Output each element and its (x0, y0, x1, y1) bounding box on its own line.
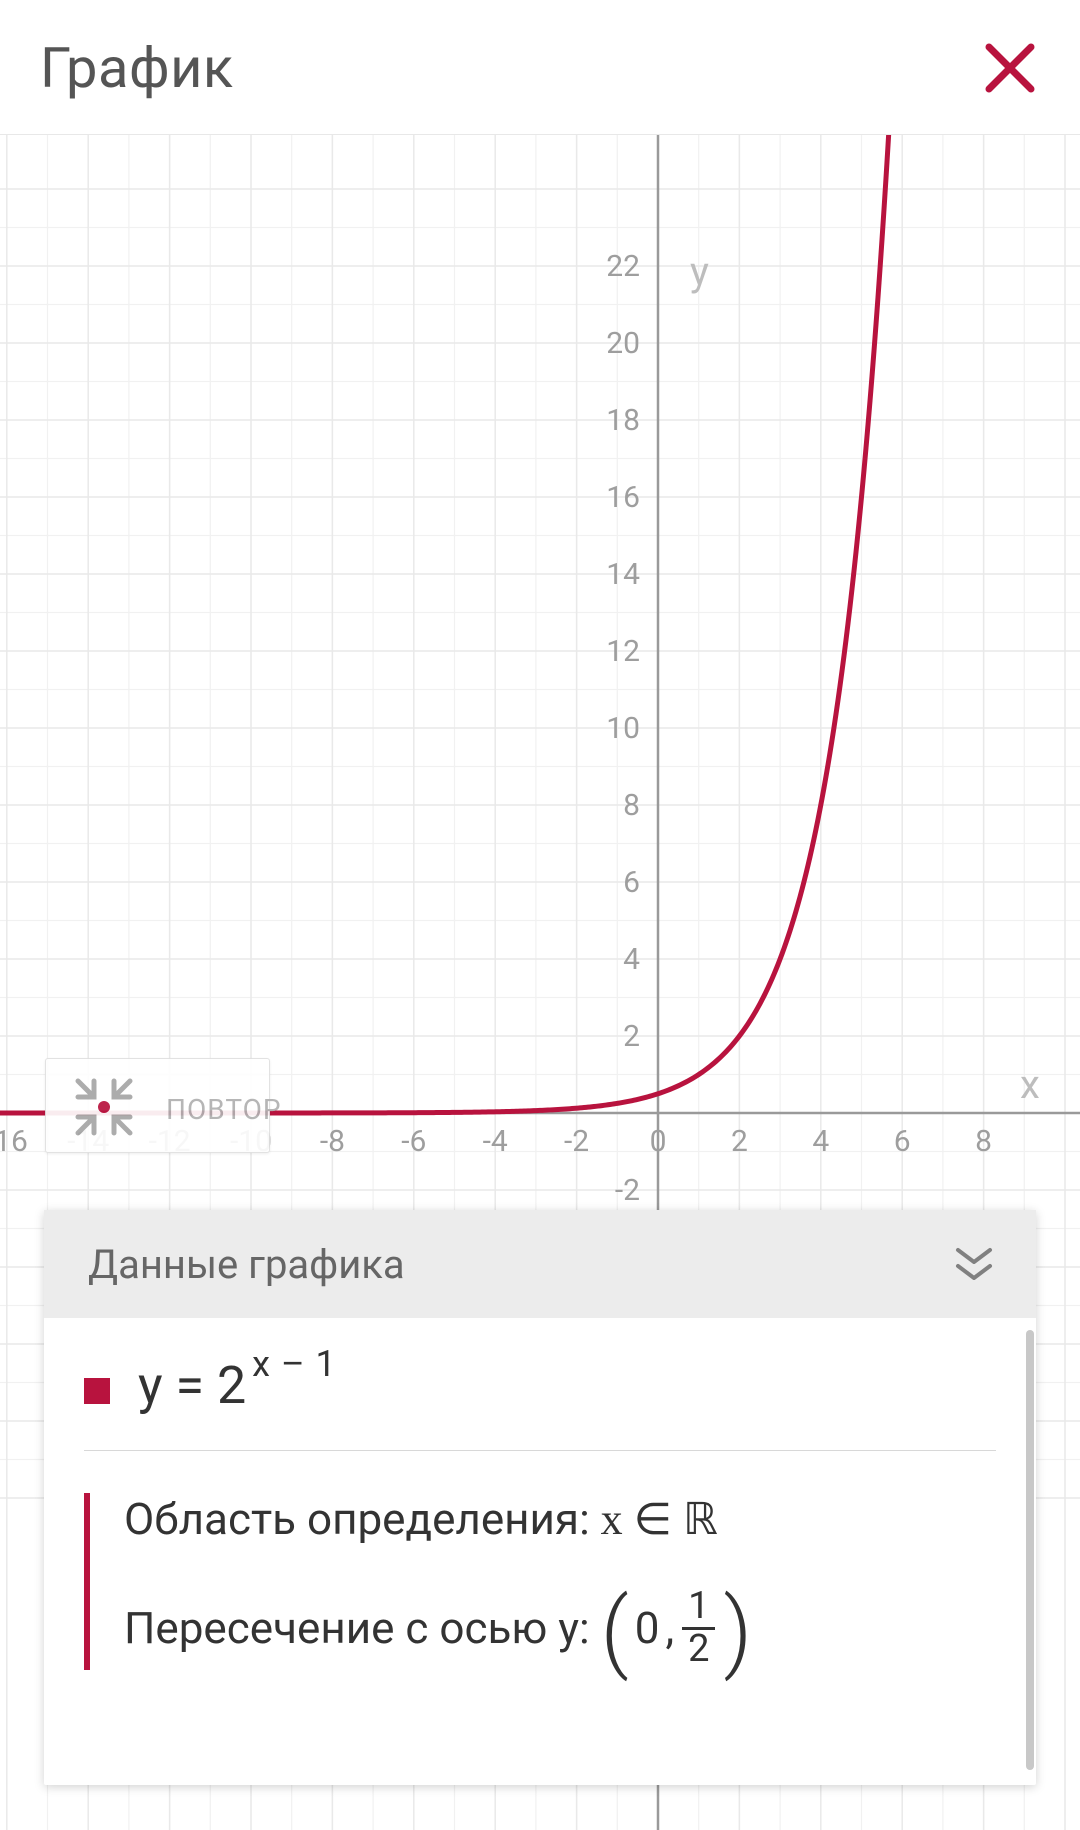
close-icon (983, 41, 1037, 95)
graph-data-panel: Данные графика y = 2 x – 1 Область опред… (44, 1210, 1036, 1785)
header-bar: График (0, 0, 1080, 135)
svg-text:0: 0 (650, 1124, 667, 1159)
svg-text:2: 2 (623, 1019, 640, 1054)
collapse-button[interactable] (952, 1242, 996, 1286)
svg-text:10: 10 (606, 711, 640, 746)
svg-text:16: 16 (606, 480, 640, 515)
recenter-dot-icon (98, 1101, 110, 1113)
open-paren: ( (601, 1606, 629, 1659)
equation-exponent: x – 1 (252, 1346, 337, 1382)
series-color-swatch (84, 1378, 110, 1404)
y-intercept-label: Пересечение с осью y: (124, 1602, 590, 1654)
y-intercept-x: 0 (635, 1602, 660, 1654)
comma: , (665, 1602, 674, 1654)
equation-base: y = 2 (138, 1360, 246, 1412)
svg-text:4: 4 (812, 1124, 829, 1159)
panel-body: y = 2 x – 1 Область определения: x ∈ ℝ П… (44, 1318, 1036, 1700)
y-axis-label: y (690, 248, 709, 295)
svg-text:20: 20 (606, 326, 640, 361)
x-axis-label: x (1020, 1061, 1040, 1108)
domain-line: Область определения: x ∈ ℝ (124, 1493, 996, 1545)
double-chevron-down-icon (952, 1242, 996, 1286)
panel-header[interactable]: Данные графика (44, 1210, 1036, 1318)
panel-scrollbar[interactable] (1026, 1330, 1034, 1770)
app-root: -16-14-12-10-8-6-4-202468-10-22468101214… (0, 0, 1080, 1830)
svg-text:-6: -6 (401, 1124, 426, 1159)
y-intercept-line: Пересечение с осью y: ( 0 , 1 2 ) (124, 1587, 996, 1670)
reset-button-label: ПОВТОР (166, 1093, 282, 1126)
reset-view-button[interactable]: ПОВТОР (45, 1058, 270, 1153)
svg-text:6: 6 (623, 865, 640, 900)
y-intercept-fraction: 1 2 (682, 1587, 715, 1670)
svg-text:-2: -2 (564, 1124, 589, 1159)
svg-text:2: 2 (731, 1124, 748, 1159)
fraction-numerator: 1 (682, 1587, 715, 1630)
svg-text:-8: -8 (320, 1124, 345, 1159)
domain-value: x ∈ ℝ (601, 1494, 718, 1545)
svg-text:18: 18 (606, 403, 640, 438)
svg-text:14: 14 (606, 557, 640, 592)
domain-label: Область определения: (124, 1493, 590, 1545)
svg-text:4: 4 (623, 942, 640, 977)
svg-text:-2: -2 (615, 1173, 640, 1208)
close-button[interactable] (980, 38, 1040, 98)
function-properties: Область определения: x ∈ ℝ Пересечение с… (84, 1493, 996, 1670)
fraction-denominator: 2 (682, 1630, 715, 1670)
svg-text:12: 12 (606, 634, 640, 669)
svg-text:8: 8 (975, 1124, 992, 1159)
svg-text:8: 8 (623, 788, 640, 823)
equation-text: y = 2 x – 1 (138, 1360, 337, 1412)
svg-text:-16: -16 (0, 1124, 28, 1159)
panel-title: Данные графика (88, 1241, 405, 1288)
svg-text:6: 6 (894, 1124, 911, 1159)
svg-text:22: 22 (606, 249, 640, 284)
equation-row: y = 2 x – 1 (84, 1360, 996, 1451)
close-paren: ) (723, 1606, 752, 1659)
svg-text:-4: -4 (483, 1124, 508, 1159)
page-title: График (40, 35, 234, 101)
